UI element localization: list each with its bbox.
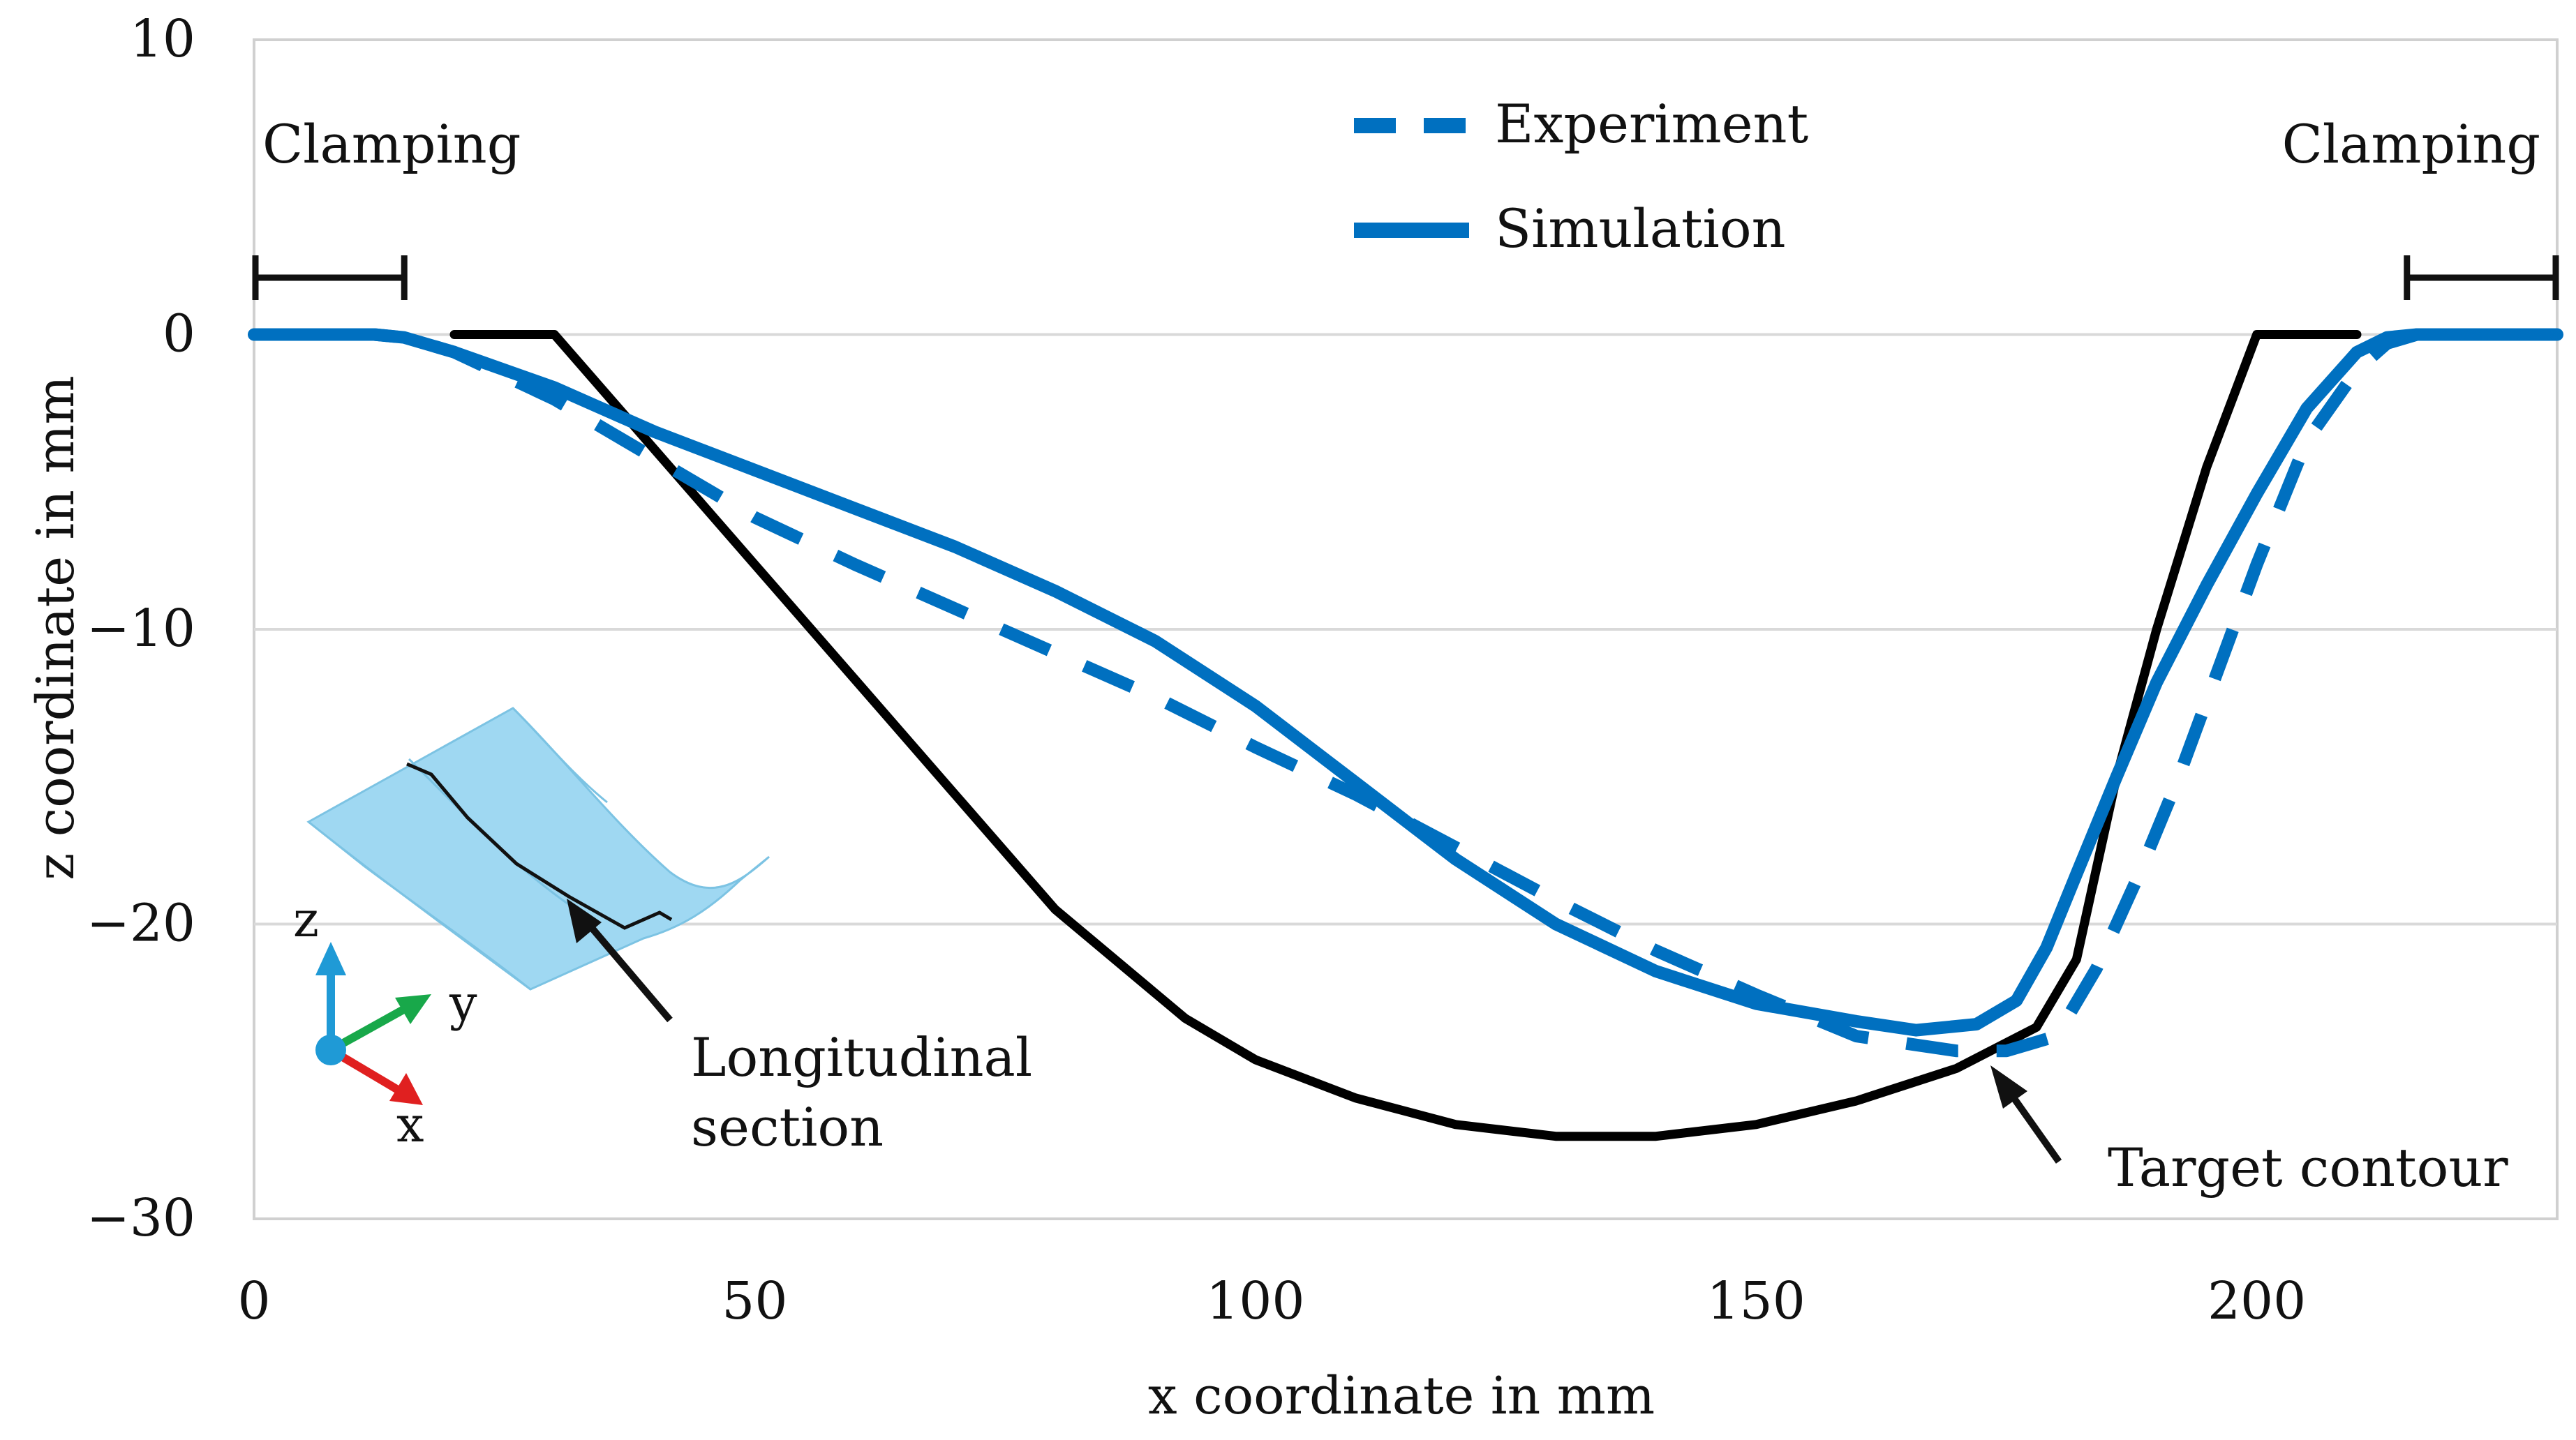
- longitudinal-section-label-line2: section: [691, 1096, 884, 1158]
- legend-label-experiment: Experiment: [1495, 93, 1808, 155]
- clamping-brackets: [252, 255, 2559, 300]
- y-tick-label: −10: [87, 599, 195, 659]
- axis-x-arrowhead: [389, 1073, 423, 1105]
- axis-origin: [315, 1035, 346, 1065]
- plate-inset: Longitudinal section z y x: [293, 707, 1032, 1158]
- target-contour-label: Target contour: [2108, 1137, 2508, 1199]
- target-contour-arrow: [2007, 1090, 2062, 1164]
- plate-section-line: [406, 762, 673, 930]
- series-line-simulation: [248, 328, 2563, 1037]
- y-tick-label: 10: [130, 9, 195, 69]
- y-tick-label: −30: [87, 1188, 195, 1248]
- legend: Experiment Simulation: [1354, 93, 1808, 260]
- plate-ridge-line: [308, 820, 531, 991]
- legend-label-simulation: Simulation: [1495, 197, 1786, 260]
- series-layer: [248, 328, 2563, 1141]
- y-tick-labels: 10 0 −10 −20 −30: [87, 9, 195, 1248]
- axis-y-arrowhead: [395, 994, 431, 1024]
- x-tick-label: 0: [237, 1271, 270, 1331]
- longitudinal-section-arrow: [589, 925, 673, 1023]
- clamping-label-right: Clamping: [2282, 113, 2540, 175]
- y-axis-label: z coordinate in mm: [26, 375, 86, 880]
- y-tick-label: −20: [87, 894, 195, 954]
- x-tick-label: 50: [722, 1271, 787, 1331]
- longitudinal-section-arrowhead: [567, 899, 602, 943]
- target-contour-annotation: Target contour: [1990, 1065, 2508, 1199]
- plate-mesh-line: [512, 707, 608, 804]
- axis-x-label: x: [396, 1096, 424, 1153]
- axis-z-arrowhead: [315, 942, 346, 975]
- x-axis-label: x coordinate in mm: [1148, 1366, 1655, 1426]
- clamping-label-left: Clamping: [262, 113, 521, 175]
- target-contour-arrowhead: [1990, 1065, 2027, 1109]
- axis-y-label: y: [449, 975, 477, 1032]
- x-tick-label: 100: [1206, 1271, 1304, 1331]
- axis-z-label: z: [293, 891, 319, 948]
- y-tick-label: 0: [163, 304, 195, 364]
- series-line-target-contour: [449, 330, 2362, 1141]
- plate-surface: [306, 707, 770, 991]
- x-tick-label: 150: [1707, 1271, 1806, 1331]
- x-tick-label: 200: [2208, 1271, 2306, 1331]
- x-tick-labels: 0 50 100 150 200: [237, 1271, 2306, 1331]
- series-line-experiment: [254, 328, 2557, 1058]
- longitudinal-section-label-line1: Longitudinal: [691, 1026, 1032, 1088]
